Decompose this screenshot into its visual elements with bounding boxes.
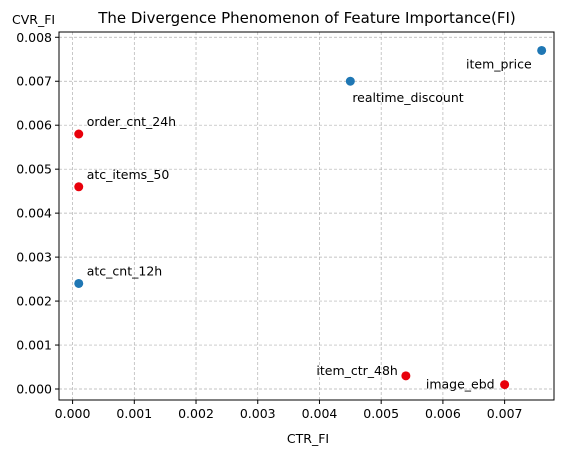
x-tick-label: 0.007 <box>487 406 523 421</box>
y-axis-label: CVR_FI <box>12 12 55 27</box>
y-tick-label: 0.000 <box>16 382 52 397</box>
point-label: atc_items_50 <box>87 167 170 182</box>
y-tick-label: 0.008 <box>16 30 52 45</box>
point-atc-cnt-12h <box>74 278 84 288</box>
data-points: item_price realtime_discount order_cnt_24h… <box>74 45 547 392</box>
x-tick-label: 0.004 <box>302 406 338 421</box>
point-realtime-discount <box>345 76 355 86</box>
point-label: item_ctr_48h <box>316 363 397 378</box>
x-tick-label: 0.005 <box>363 406 399 421</box>
y-tick-label: 0.007 <box>16 74 52 89</box>
x-tick-label: 0.002 <box>178 406 214 421</box>
x-tick-label: 0.001 <box>116 406 152 421</box>
x-tick-label: 0.006 <box>425 406 461 421</box>
point-label: order_cnt_24h <box>87 114 176 129</box>
point-label: image_ebd <box>426 377 495 392</box>
point-item-ctr-48h <box>401 371 411 381</box>
x-axis-label: CTR_FI <box>287 431 329 446</box>
y-tick-label: 0.005 <box>16 162 52 177</box>
y-tick-label: 0.004 <box>16 206 52 221</box>
point-label: realtime_discount <box>352 90 463 105</box>
point-label: item_price <box>466 56 532 71</box>
x-tick-label: 0.000 <box>55 406 91 421</box>
y-tick-label: 0.001 <box>16 338 52 353</box>
y-tick-label: 0.006 <box>16 118 52 133</box>
plot-frame <box>58 31 555 401</box>
point-item-price <box>537 45 547 55</box>
point-label: atc_cnt_12h <box>87 263 162 278</box>
grid-lines <box>59 32 554 400</box>
y-tick-label: 0.003 <box>16 250 52 265</box>
y-tick-label: 0.002 <box>16 294 52 309</box>
point-image-ebd <box>500 380 510 390</box>
point-order-cnt-24h <box>74 129 84 139</box>
axis-ticks: 0.000 0.001 0.002 0.003 0.004 0.005 0.006 0.007… <box>16 30 522 421</box>
point-atc-items-50 <box>74 182 84 192</box>
chart-title: The Divergence Phenomenon of Feature Imp… <box>97 9 516 27</box>
x-tick-label: 0.003 <box>240 406 276 421</box>
